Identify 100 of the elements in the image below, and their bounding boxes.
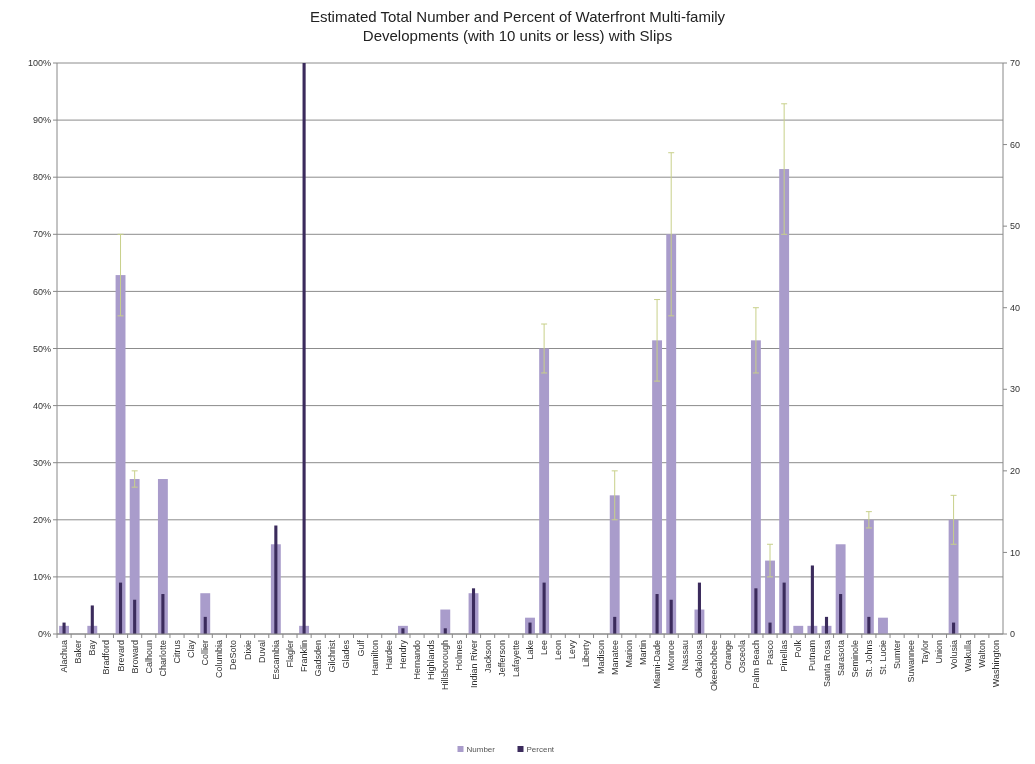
x-tick-label: Martin [637, 640, 648, 666]
x-tick-label: Dixie [242, 640, 253, 661]
x-tick-label: Lee [539, 640, 550, 656]
bar [542, 582, 546, 634]
y-tick-label: 70% [32, 229, 51, 240]
x-tick-label: Indian River [468, 640, 479, 689]
bar [161, 594, 165, 634]
bar [782, 582, 786, 634]
chart-title: Estimated Total Number and Percent of Waterfront Multi-family Developments (with 10 units or less) with Slips [309, 8, 726, 44]
bar [750, 340, 761, 634]
bar [669, 599, 673, 634]
bar [157, 479, 168, 634]
x-tick-label: Levy [567, 639, 578, 660]
x-tick-label: Washington [990, 640, 1001, 688]
bar [133, 599, 137, 634]
x-tick-label: Hernando [412, 640, 423, 680]
legend-label: Number [466, 745, 496, 754]
x-tick-label: Bay [87, 639, 98, 656]
x-tick-label: Brevard [115, 640, 126, 672]
bar [613, 616, 617, 634]
x-tick-label: Escambia [270, 640, 281, 680]
x-tick-label: Gilchrist [327, 639, 338, 673]
x-tick-label: Clay [186, 639, 197, 659]
legend-label: Percent [526, 745, 555, 754]
x-tick-label: Leon [553, 640, 564, 661]
y-tick-label: 0% [37, 629, 51, 640]
y-tick-label: 30% [32, 457, 51, 468]
x-tick-label: Lake [525, 640, 535, 660]
bar [528, 622, 532, 634]
x-tick-label: Jefferson [496, 640, 507, 677]
x-tick-label: Osceola [736, 640, 747, 674]
x-tick-label: Duval [256, 640, 267, 664]
x-tick-label: Highlands [426, 639, 437, 681]
x-tick-label: Charlotte [157, 640, 168, 677]
x-tick-label: Seminole [849, 640, 860, 678]
x-tick-label: Pasco [765, 640, 776, 666]
y-tick-label: 20% [32, 514, 51, 525]
x-tick-label: Polk [793, 639, 804, 658]
x-tick-label: Palm Beach [750, 640, 761, 689]
x-tick-label: Suwannee [906, 640, 917, 683]
x-tick-label: Citrus [172, 639, 183, 664]
y2-tick-label: 50 [1010, 221, 1021, 232]
bar [440, 609, 451, 634]
bar [609, 495, 620, 634]
y-tick-label: 40% [32, 400, 51, 411]
bar [203, 616, 207, 634]
x-tick-label: DeSoto [228, 640, 239, 671]
x-tick-label: Gadsden [313, 640, 324, 677]
x-tick-label: Columbia [214, 640, 225, 679]
y2-tick-label: 0 [1010, 629, 1016, 640]
x-tick-label: Franklin [299, 640, 310, 673]
x-tick-label: Liberty [581, 639, 592, 668]
bar [768, 622, 772, 634]
x-tick-label: St. Johns [863, 639, 874, 678]
x-tick-label: Broward [129, 640, 140, 674]
x-tick-label: Sarasota [835, 640, 846, 677]
x-tick-label: Hillsborough [440, 640, 451, 691]
x-tick-label: Gulf [355, 639, 366, 657]
bar [867, 616, 871, 634]
x-tick-label: Lafayette [510, 640, 521, 678]
x-tick-label: Calhoun [143, 640, 154, 674]
bar [863, 519, 874, 634]
bar [652, 340, 663, 634]
x-tick-label: Hendry [397, 639, 408, 670]
x-tick-label: Jackson [482, 640, 493, 674]
y-tick-label: 90% [32, 115, 51, 126]
y-tick-label: 10% [32, 572, 51, 583]
x-tick-label: Baker [73, 640, 84, 664]
x-tick-label: Collier [200, 640, 211, 666]
x-tick-label: Alachua [59, 640, 70, 673]
x-tick-label: Madison [595, 640, 606, 675]
x-tick-label: Volusia [948, 640, 959, 670]
x-tick-label: Okaloosa [694, 640, 705, 679]
y-tick-label: 50% [32, 343, 51, 354]
x-tick-label: Glades [341, 639, 352, 669]
x-tick-label: Sumter [892, 640, 903, 670]
bar [839, 594, 843, 634]
x-tick-label: Monroe [666, 640, 677, 671]
x-tick-label: Flagler [284, 640, 295, 668]
x-tick-label: Hamilton [369, 640, 380, 676]
y-tick-label: 100% [27, 58, 51, 69]
bar [118, 582, 123, 634]
bar [878, 617, 888, 634]
bar [779, 169, 790, 634]
x-tick-label: Okeechobee [708, 640, 719, 692]
x-tick-label: Marion [623, 640, 634, 668]
y2-tick-label: 20 [1010, 466, 1021, 477]
bar [539, 348, 550, 634]
x-tick-label: Nassau [680, 640, 691, 671]
bar [754, 588, 758, 634]
y2-tick-label: 30 [1010, 384, 1021, 395]
bar [655, 594, 659, 634]
y2-tick-label: 60 [1010, 139, 1021, 150]
x-tick-label: Orange [722, 640, 733, 671]
bar [666, 234, 677, 634]
x-tick-label: Miami-Dade [652, 640, 663, 689]
x-tick-label: Bradford [101, 640, 112, 675]
y2-tick-label: 40 [1010, 302, 1021, 313]
y2-tick-label: 70 [1010, 58, 1021, 69]
bar [129, 479, 140, 634]
